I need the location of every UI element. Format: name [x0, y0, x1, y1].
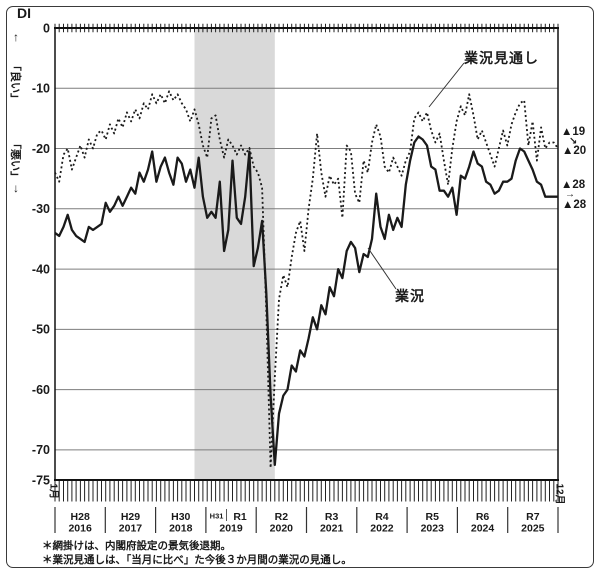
current-trend-arrow-icon: → [565, 189, 575, 200]
y-tick-label: 0 [43, 21, 50, 35]
outlook-trend-arrow-icon: ↘ [569, 136, 578, 147]
era-label: R5 [426, 511, 440, 523]
x-start-month-label: 1月 [47, 483, 59, 500]
y-tick-label: -75 [32, 473, 50, 487]
year-label: 2024 [471, 523, 495, 535]
current-label-pointer [367, 247, 397, 290]
down-arrow-icon: ↓ [13, 181, 19, 195]
y-tick-label: -40 [32, 262, 50, 276]
year-label: 2018 [169, 523, 193, 535]
era-label: R6 [476, 511, 490, 523]
era-label: R7 [526, 511, 540, 523]
year-label: 2020 [270, 523, 294, 535]
era-label: R1 [233, 511, 247, 523]
current-prev-value: ▲28 [561, 179, 586, 191]
gyokyo-line [54, 135, 558, 467]
outlook-label-pointer [428, 62, 465, 108]
footnotes: ＊網掛けは、内閣府設定の景気後退期。 ＊業況見通しは、「当月に比べ」た今後３か月… [42, 540, 352, 567]
mitooshi-line [54, 90, 559, 469]
current-latest-value: ▲28 [562, 199, 587, 211]
year-label: 2019 [219, 523, 243, 535]
bad-axis-label: 「悪い」 [9, 138, 21, 182]
y-tick-label: -30 [32, 202, 50, 216]
era-label: R2 [275, 511, 289, 523]
era-label: H28 [71, 511, 90, 523]
footnote-outlook: ＊業況見通しは、「当月に比べ」た今後３か月間の業況の見通し。 [42, 553, 352, 566]
year-label: 2017 [119, 523, 143, 535]
era-label: R4 [375, 511, 389, 523]
year-label: 2016 [68, 523, 92, 535]
di-axis-title: DI [17, 5, 31, 21]
year-label: 2025 [521, 523, 545, 535]
figure-border [6, 6, 594, 568]
outlook-prev-value: ▲19 [561, 126, 586, 138]
era-label: H29 [121, 511, 140, 523]
current-series-label: 業況 [395, 288, 425, 304]
y-tick-label: -20 [32, 142, 50, 156]
era-label: R3 [325, 511, 339, 523]
era-label: H30 [171, 511, 190, 523]
y-tick-label: -60 [32, 383, 50, 397]
outlook-latest-value: ▲20 [562, 145, 587, 157]
year-label: 2021 [320, 523, 344, 535]
good-axis-label: 「良い」 [9, 60, 21, 104]
year-label: 2022 [370, 523, 394, 535]
bottom-month-ticks [54, 480, 559, 502]
y-tick-label: -50 [32, 323, 50, 337]
y-tick-label: -10 [32, 82, 50, 96]
y-tick-label: -70 [32, 443, 50, 457]
recession-shading [194, 29, 275, 480]
footnote-recession: ＊網掛けは、内閣府設定の景気後退期。 [42, 540, 231, 552]
year-label: 2023 [421, 523, 445, 535]
x-end-month-label: 12月 [553, 483, 565, 505]
up-arrow-icon: ↑ [13, 30, 19, 44]
era-label-small: H31 [210, 512, 224, 521]
outlook-series-label: 業況見通し [464, 50, 539, 66]
